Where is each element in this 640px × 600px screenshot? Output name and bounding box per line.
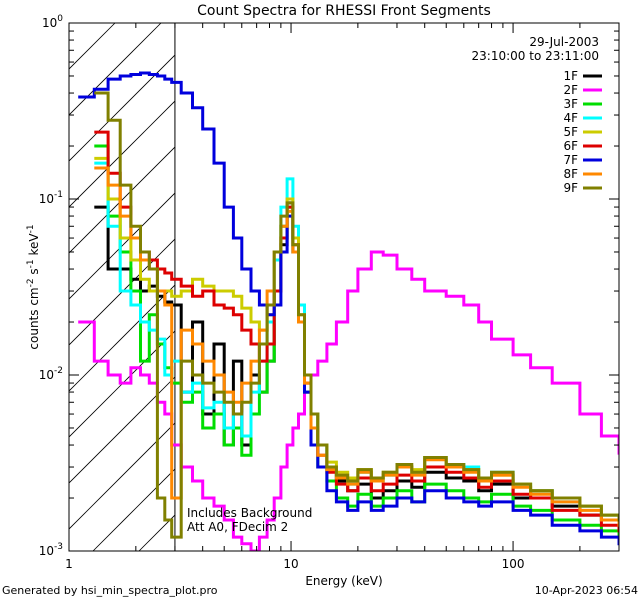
y-axis-label-base: counts cm: [27, 287, 41, 349]
series-line-7F: [78, 71, 619, 546]
hatched-region: [69, 23, 176, 551]
legend-label-9F: 9F: [563, 181, 578, 195]
legend-label-2F: 2F: [563, 83, 578, 97]
hatch-line: [69, 100, 175, 208]
hatch-line: [69, 192, 175, 300]
legend-label-5F: 5F: [563, 125, 578, 139]
date-label: 29-Jul-2003: [529, 35, 599, 49]
hatch-line: [69, 238, 175, 346]
annotation-line-1: Includes Background: [187, 506, 312, 520]
y-tick-label: 100: [42, 14, 63, 30]
x-axis: 1 10 100: [65, 23, 620, 571]
x-tick-label: 100: [502, 557, 525, 571]
time-range-label: 23:10:00 to 23:11:00: [472, 49, 599, 63]
y-axis: 100 10-1 10-2 10-3: [39, 14, 619, 558]
series-line-5F: [94, 156, 619, 522]
y-axis-label: counts cm-2 s-1 keV-1: [26, 224, 41, 349]
y-tick-label: 10-2: [39, 366, 63, 382]
legend-label-4F: 4F: [563, 111, 578, 125]
x-tick-label: 1: [65, 557, 73, 571]
x-axis-label: Energy (keV): [305, 574, 382, 588]
footer-generated-by: Generated by hsi_min_spectra_plot.pro: [2, 584, 218, 597]
legend-label-1F: 1F: [563, 69, 578, 83]
series-line-2F: [78, 250, 619, 551]
chart-title: Count Spectra for RHESSI Front Segments: [197, 3, 491, 19]
hatch-line: [69, 54, 175, 162]
legend-label-8F: 8F: [563, 167, 578, 181]
series-group: [78, 71, 619, 551]
y-tick-label: 10-1: [39, 190, 63, 206]
series-line-9F: [94, 91, 619, 539]
y-axis-label-sup3: -1: [26, 224, 36, 233]
y-axis-label-sup2: -1: [26, 259, 36, 268]
y-axis-label-sup1: -2: [26, 278, 36, 287]
x-tick-label: 10: [283, 557, 298, 571]
hatch-line: [69, 376, 175, 484]
y-axis-label-end: keV: [27, 233, 41, 260]
legend-label-7F: 7F: [563, 153, 578, 167]
y-axis-label-mid: s: [27, 268, 41, 278]
series-line-4F: [94, 161, 619, 522]
footer-timestamp: 10-Apr-2023 06:54: [535, 584, 638, 597]
annotation-line-2: Att A0, FDecim 2: [187, 520, 288, 534]
y-tick-label: 10-3: [39, 542, 63, 558]
hatch-line: [69, 23, 116, 70]
plot-frame: [68, 22, 620, 552]
legend-label-3F: 3F: [563, 97, 578, 111]
legend-label-6F: 6F: [563, 139, 578, 153]
hatch-line: [69, 422, 175, 530]
hatch-line: [69, 23, 162, 116]
hatch-line: [69, 284, 175, 392]
